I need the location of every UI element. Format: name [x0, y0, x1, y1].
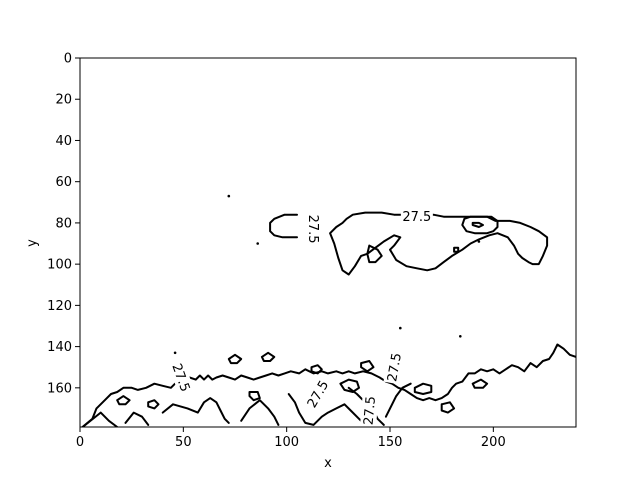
contour-line-21	[260, 351, 276, 362]
contour-line-24	[471, 378, 489, 389]
contour-label-0: 27.5	[402, 210, 431, 225]
contour-label-bg-5	[383, 350, 405, 385]
y-axis-title: y	[25, 239, 40, 247]
x-axis-title: x	[324, 456, 332, 471]
contour-label-bg-3	[302, 376, 333, 412]
contour-line-3	[461, 215, 499, 235]
contour-label-4: 27.5	[362, 396, 379, 426]
x-axis-ticks: 0 50 100 150 200	[76, 427, 506, 450]
y-tick-label-3: 60	[55, 175, 72, 190]
contour-dot-5	[173, 351, 177, 355]
contour-line-16	[413, 382, 433, 395]
contour-label-bg-2	[168, 359, 195, 396]
contour-dot-3	[459, 335, 462, 338]
contour-dot-0	[227, 194, 231, 198]
contour-label-2: 27.5	[168, 362, 192, 394]
contour-line-5	[453, 246, 460, 253]
x-tick-label-1: 50	[175, 435, 192, 450]
contour-line-18	[248, 391, 261, 402]
contour-line-0	[269, 213, 298, 239]
contour-line-1	[329, 211, 549, 276]
y-axis-ticks: 0 20 40 60 80 100 120 140 160	[47, 52, 80, 396]
y-tick-label-8: 160	[47, 381, 72, 396]
contour-line-23	[310, 364, 323, 375]
contour-line-8	[124, 411, 150, 426]
y-tick-label-0: 0	[64, 52, 72, 67]
contour-labels: 27.527.527.527.5 27.527.5	[168, 208, 433, 428]
contour-line-20	[147, 399, 160, 410]
y-tick-label-4: 80	[55, 216, 72, 231]
contour-label-bg-1	[305, 213, 322, 246]
y-tick-label-5: 100	[47, 258, 72, 273]
contour-line-15	[360, 360, 375, 373]
contour-line-9	[161, 397, 230, 424]
plot-frame	[79, 57, 577, 428]
y-tick-label-6: 120	[47, 299, 72, 314]
y-tick-label-2: 40	[55, 134, 72, 149]
contour-line-17	[440, 401, 456, 414]
contour-line-19	[116, 395, 131, 406]
contour-lines	[80, 211, 576, 427]
contour-line-13	[384, 382, 412, 418]
contour-dot-4	[477, 240, 481, 243]
y-tick-label-7: 140	[47, 340, 72, 355]
x-tick-label-4: 200	[481, 435, 506, 450]
contour-label-1: 27.5	[305, 215, 320, 244]
contour-line-2	[366, 244, 383, 264]
contour-line-11	[287, 393, 367, 426]
contour-line-7	[81, 411, 119, 427]
contour-line-22	[227, 353, 243, 365]
contour-dot-2	[399, 326, 402, 330]
contour-label-bg-4	[359, 393, 379, 428]
x-tick-label-3: 150	[378, 435, 403, 450]
contour-line-14	[339, 378, 360, 393]
contour-line-4	[471, 221, 484, 228]
y-tick-label-1: 20	[55, 93, 72, 108]
contour-label-bg-0	[400, 208, 433, 225]
contour-label-5: 27.5	[385, 352, 405, 383]
contour-dots	[173, 194, 481, 355]
contour-dot-1	[256, 242, 260, 245]
x-tick-label-2: 100	[274, 435, 299, 450]
contour-line-10	[240, 399, 280, 426]
x-tick-label-0: 0	[76, 435, 84, 450]
